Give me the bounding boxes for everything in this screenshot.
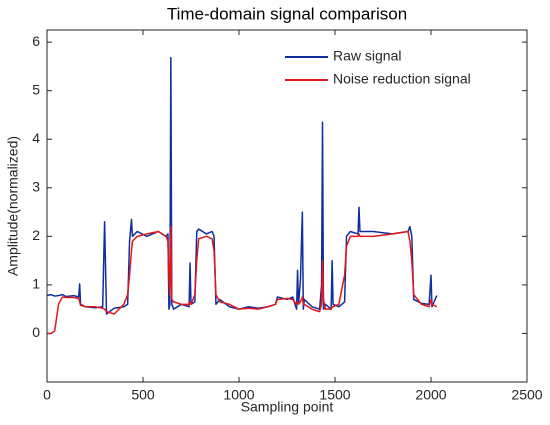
chart-title: Time-domain signal comparison <box>167 4 407 23</box>
y-tick-label: 4 <box>32 130 40 146</box>
x-tick-label: 500 <box>131 387 155 403</box>
x-tick-label: 0 <box>43 387 51 403</box>
x-tick-label: 2000 <box>415 387 446 403</box>
y-tick-label: 3 <box>32 178 40 194</box>
legend-label: Raw signal <box>333 48 401 64</box>
y-tick-label: 6 <box>32 33 40 49</box>
y-tick-label: 2 <box>32 227 40 243</box>
y-tick-label: 0 <box>32 324 40 340</box>
x-tick-label: 1500 <box>319 387 350 403</box>
series-line <box>46 56 438 315</box>
x-axis-label: Sampling point <box>241 399 334 415</box>
y-axis-label: Amplitude(normalized) <box>5 136 21 276</box>
plot-frame <box>46 29 528 383</box>
series-line <box>47 225 438 335</box>
x-tick-label: 1000 <box>223 387 254 403</box>
legend-label: Noise reduction signal <box>333 71 471 87</box>
y-tick-label: 5 <box>32 81 40 97</box>
x-tick-label: 2500 <box>511 387 542 403</box>
y-tick-label: 1 <box>32 276 40 292</box>
